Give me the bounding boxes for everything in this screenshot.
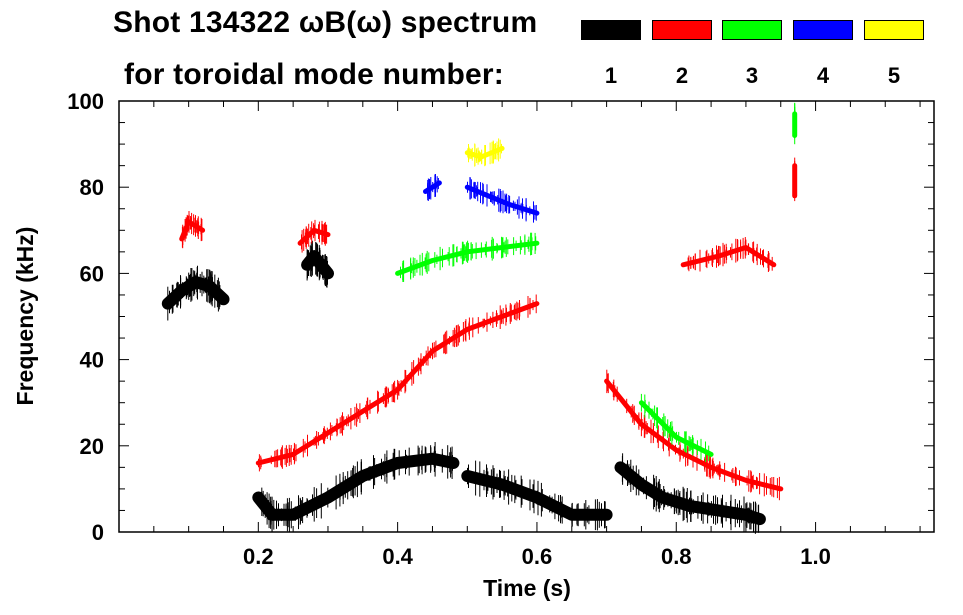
x-tick-label: 0.6	[522, 544, 553, 569]
y-axis-label: Frequency (kHz)	[12, 227, 38, 406]
x-axis-label: Time (s)	[483, 575, 571, 601]
y-tick-label: 40	[80, 348, 104, 373]
x-tick-label: 0.4	[382, 544, 413, 569]
series-mode-4	[423, 174, 540, 223]
legend-label-mode-1: 1	[604, 63, 618, 88]
x-tick-label: 0.8	[661, 544, 692, 569]
legend-swatch-mode-1	[581, 20, 641, 40]
legend-swatch-mode-3	[722, 20, 782, 40]
chart-title-line-2: for toroidal mode number:	[124, 58, 504, 91]
legend-label-mode-4: 4	[816, 63, 830, 88]
series-mode-3	[395, 102, 798, 462]
spectrum-traces	[161, 102, 798, 534]
series-mode-2	[179, 157, 798, 501]
plot-frame	[118, 100, 935, 533]
legend-label-mode-3: 3	[745, 63, 759, 88]
legend-swatch-mode-5	[864, 20, 924, 40]
axis-ticks: 0.2 0.4 0.6 0.8 1.0 0 20 40 60 80 100	[67, 89, 934, 569]
legend-label-mode-5: 5	[887, 63, 901, 88]
y-tick-label: 80	[80, 175, 104, 200]
y-tick-label: 20	[80, 434, 104, 459]
y-tick-label: 60	[80, 261, 104, 286]
legend-label-mode-2: 2	[675, 63, 689, 88]
chart-title-line-1: Shot 134322 ωB(ω) spectrum	[113, 6, 538, 39]
x-tick-label: 0.2	[243, 544, 274, 569]
legend-swatch-mode-2	[652, 20, 712, 40]
legend-swatch-mode-4	[793, 20, 853, 40]
x-tick-label: 1.0	[800, 544, 831, 569]
series-mode-5	[464, 138, 505, 167]
y-tick-label: 100	[67, 89, 104, 114]
series-mode-1	[161, 240, 766, 534]
y-tick-label: 0	[92, 520, 104, 545]
